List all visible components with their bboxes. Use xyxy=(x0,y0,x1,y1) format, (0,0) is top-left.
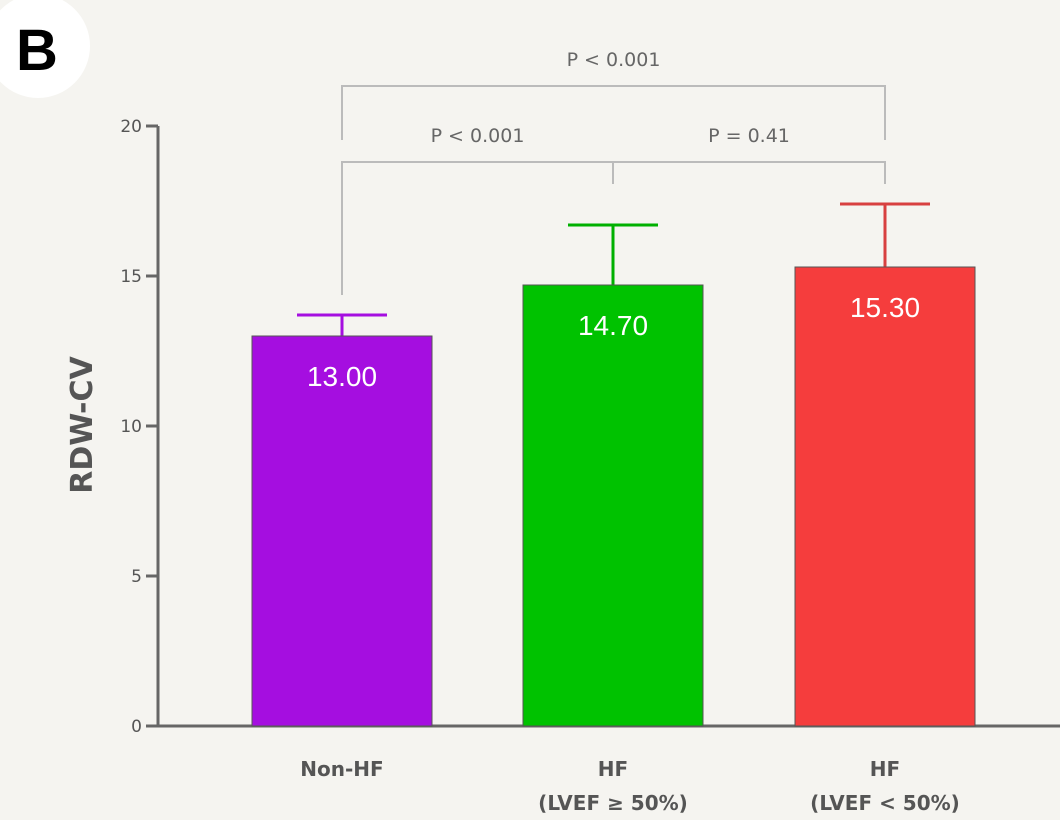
comparison-bracket xyxy=(613,161,886,184)
bar xyxy=(251,335,433,727)
y-tick-label: 5 xyxy=(131,567,142,587)
y-tick-label: 20 xyxy=(120,117,142,137)
p-value-label: P = 0.41 xyxy=(708,125,790,147)
p-value-label: P < 0.001 xyxy=(567,49,661,71)
y-tick-label: 15 xyxy=(120,267,142,287)
p-value-label: P < 0.001 xyxy=(431,125,525,147)
y-tick-label: 10 xyxy=(120,417,142,437)
y-axis-title: RDW-CV xyxy=(65,356,100,494)
x-tick-label: Non-HF xyxy=(300,757,383,781)
panel-letter-backdrop xyxy=(0,0,90,98)
y-tick-label: 0 xyxy=(131,717,142,737)
x-tick-label: HF xyxy=(870,757,900,781)
comparison-brackets: P < 0.001 P = 0.41 P < 0.001 xyxy=(341,49,886,295)
bar-value-label: 15.30 xyxy=(850,292,920,323)
bars: 13.00 14.70 15.30 xyxy=(251,202,976,727)
bar-value-label: 13.00 xyxy=(307,361,377,392)
panel-letter: B xyxy=(16,18,58,83)
x-tick-label-line2: (LVEF < 50%) xyxy=(810,791,960,815)
bar xyxy=(794,266,976,727)
comparison-bracket xyxy=(341,161,614,295)
bar xyxy=(522,284,704,727)
bar-value-label: 14.70 xyxy=(578,310,648,341)
comparison-bracket xyxy=(341,85,886,140)
x-tick-label-line2: (LVEF ≥ 50%) xyxy=(538,791,688,815)
x-tick-label: HF xyxy=(598,757,628,781)
